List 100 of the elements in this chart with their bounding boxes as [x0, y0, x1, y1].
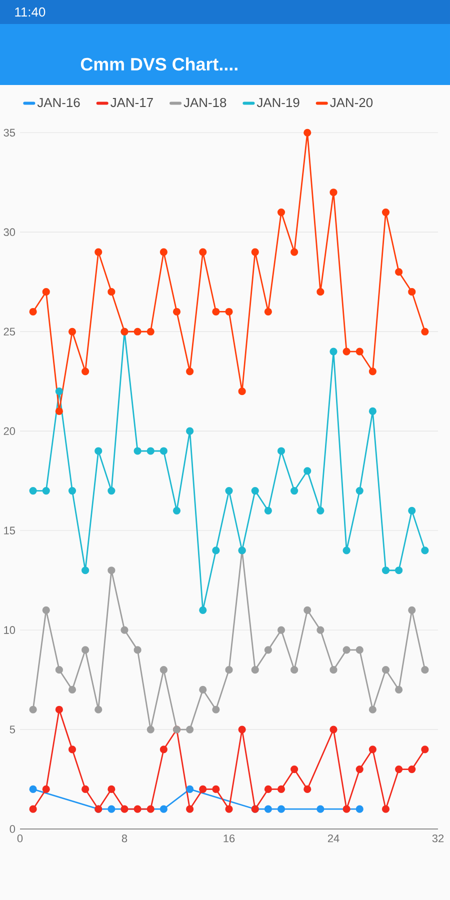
point	[356, 646, 364, 654]
point	[368, 706, 376, 714]
y-tick-label: 0	[10, 825, 16, 833]
point	[356, 766, 364, 774]
point	[55, 706, 63, 714]
point	[42, 785, 50, 793]
point	[316, 805, 324, 813]
point	[199, 686, 207, 694]
point	[55, 407, 63, 416]
point	[82, 368, 90, 376]
point	[94, 447, 102, 455]
point	[212, 546, 220, 554]
point	[304, 467, 312, 475]
point	[290, 248, 298, 256]
point	[172, 506, 181, 514]
point	[277, 447, 286, 455]
point	[277, 626, 286, 634]
point	[108, 785, 116, 793]
x-tick-label: 8	[122, 834, 128, 842]
point	[264, 646, 272, 654]
point	[146, 328, 154, 336]
point	[82, 646, 90, 654]
text: 11:40	[15, 7, 46, 17]
point	[330, 666, 338, 674]
point	[68, 686, 76, 694]
point	[316, 626, 324, 634]
point	[277, 785, 286, 793]
point	[172, 308, 181, 316]
point	[251, 486, 259, 495]
point	[382, 666, 390, 674]
point	[368, 368, 376, 376]
point	[186, 785, 194, 793]
point	[408, 288, 416, 296]
y-tick-label: 10	[4, 626, 16, 634]
point	[408, 506, 416, 514]
legend-label: JAN-17	[110, 98, 153, 108]
point	[225, 486, 233, 495]
point	[408, 766, 416, 774]
point	[368, 746, 376, 754]
point	[199, 785, 207, 793]
point	[212, 706, 220, 714]
point	[238, 726, 246, 734]
point	[108, 805, 116, 813]
point	[160, 666, 168, 674]
point	[146, 726, 154, 734]
legend-label: JAN-20	[330, 98, 373, 108]
point	[395, 566, 403, 574]
point	[29, 486, 37, 495]
point	[160, 746, 168, 754]
point	[342, 348, 350, 356]
point	[238, 388, 246, 396]
legend-label: JAN-18	[184, 98, 226, 108]
point	[368, 407, 376, 416]
point	[382, 208, 390, 216]
point	[94, 248, 102, 256]
point	[330, 726, 338, 734]
chart-title: Cmm DVS Chart....	[80, 57, 238, 71]
point	[29, 706, 37, 714]
point	[356, 486, 364, 495]
point	[264, 785, 272, 793]
point	[264, 308, 272, 316]
point	[55, 666, 63, 674]
point	[395, 766, 403, 774]
x-tick-label: 0	[17, 834, 23, 842]
point	[395, 686, 403, 694]
y-tick-label: 30	[4, 228, 16, 236]
point	[29, 805, 37, 813]
point	[421, 666, 429, 674]
point	[120, 626, 128, 634]
point	[134, 328, 142, 336]
point	[251, 248, 259, 256]
point	[108, 566, 116, 574]
point	[421, 328, 429, 336]
point	[134, 646, 142, 654]
point	[108, 486, 116, 495]
point	[277, 208, 286, 216]
point	[186, 427, 194, 435]
point	[134, 805, 142, 813]
point	[68, 746, 76, 754]
point	[160, 248, 168, 256]
point	[29, 785, 37, 793]
point	[356, 805, 364, 813]
point	[316, 288, 324, 296]
y-tick-label: 5	[10, 726, 16, 734]
point	[212, 308, 220, 316]
x-tick-label: 32	[432, 834, 444, 842]
point	[186, 726, 194, 734]
y-tick-label: 20	[4, 427, 16, 435]
point	[316, 506, 324, 514]
y-tick-label: 25	[4, 328, 16, 336]
point	[146, 447, 154, 455]
point	[42, 486, 50, 495]
point	[212, 785, 220, 793]
point	[304, 606, 312, 614]
point	[199, 248, 207, 256]
point	[186, 368, 194, 376]
point	[421, 546, 429, 554]
point	[330, 348, 338, 356]
point	[277, 805, 286, 813]
point	[55, 388, 63, 396]
